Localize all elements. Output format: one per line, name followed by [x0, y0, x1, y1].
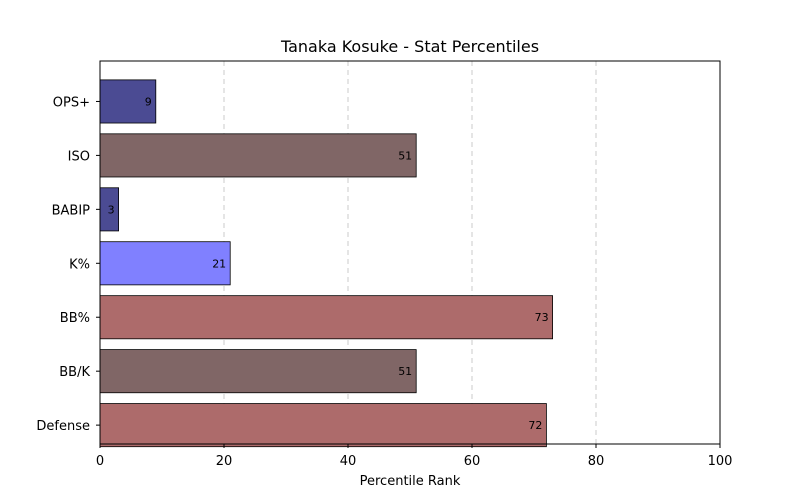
x-tick-label: 80: [588, 454, 605, 469]
y-tick-label: OPS+: [53, 95, 90, 110]
x-tick-label: 20: [216, 454, 233, 469]
y-tick-label: K%: [69, 257, 90, 272]
x-axis-label: Percentile Rank: [360, 474, 461, 489]
x-axis: 0 20 40 60 80 100: [96, 444, 733, 469]
data-label: 73: [535, 311, 549, 324]
data-label: 51: [398, 149, 412, 162]
bar-defense: [99, 403, 547, 448]
plot-frame: [99, 60, 721, 445]
bar-bb: [99, 295, 554, 340]
bar-ops: [99, 79, 157, 124]
y-tick-label: ISO: [68, 149, 90, 164]
y-tick-label: BB/K: [59, 365, 90, 380]
data-label: 51: [398, 365, 412, 378]
x-tick-label: 0: [96, 454, 104, 469]
data-label: 72: [528, 419, 542, 432]
bars: 9 51 3 21 73 51 72: [99, 79, 554, 448]
x-tick-label: 60: [464, 454, 481, 469]
y-tick-label: BB%: [60, 311, 90, 326]
data-label: 3: [108, 203, 115, 216]
x-tick-label: 40: [340, 454, 357, 469]
y-axis: OPS+ ISO BABIP K% BB% BB/K Defense: [36, 95, 100, 434]
data-label: 21: [212, 257, 226, 270]
data-label: 9: [145, 95, 152, 108]
chart-title: Tanaka Kosuke - Stat Percentiles: [280, 37, 539, 56]
y-tick-label: Defense: [36, 419, 90, 434]
y-tick-label: BABIP: [52, 203, 91, 218]
bar-bb-k: [99, 349, 417, 394]
x-tick-label: 100: [708, 454, 733, 469]
bar-iso: [99, 133, 417, 178]
bar-k: [99, 241, 231, 286]
